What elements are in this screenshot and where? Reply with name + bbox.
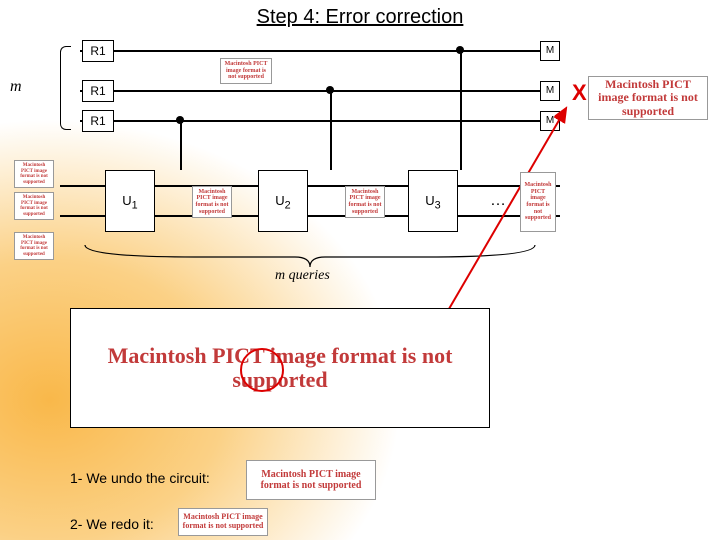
m-label: m: [10, 78, 22, 96]
u-label-1: U1: [122, 193, 137, 208]
r1-label-1: R1: [90, 84, 105, 98]
r1-box-2: R1: [82, 110, 114, 132]
wire-0: [80, 50, 550, 52]
u-label-2: U2: [275, 193, 290, 208]
pict-leftcol-1: Macintosh PICT image format is not suppo…: [14, 160, 54, 188]
pict-between-23: Macintosh PICT image format is not suppo…: [345, 186, 385, 218]
m-label-1: M: [546, 85, 554, 96]
r1-label-2: R1: [90, 114, 105, 128]
u-box-1: U1: [105, 170, 155, 232]
page-title: Step 4: Error correction: [0, 0, 720, 29]
pict-top-small: Macintosh PICT image format is not suppo…: [220, 58, 272, 84]
m-brace: [60, 46, 71, 130]
control-line-1: [180, 120, 182, 170]
pict-leftcol-2: Macintosh PICT image format is not suppo…: [14, 192, 54, 220]
pict-beside-step2: Macintosh PICT image format is not suppo…: [178, 508, 268, 536]
m-box-0: M: [540, 41, 560, 61]
wire-1: [80, 90, 550, 92]
queries-label: m queries: [275, 268, 330, 284]
control-dot-2: [326, 86, 334, 94]
control-dot-3: [456, 46, 464, 54]
step-2-text: 2- We redo it:: [70, 516, 154, 532]
pict-beside-step1: Macintosh PICT image format is not suppo…: [246, 460, 376, 500]
pict-right-big: Macintosh PICT image format is not suppo…: [588, 76, 708, 120]
m-label-0: M: [546, 45, 554, 56]
pict-after-u3: Macintosh PICT image format is not suppo…: [520, 172, 556, 232]
control-dot-1: [176, 116, 184, 124]
pict-between-12: Macintosh PICT image format is not suppo…: [192, 186, 232, 218]
u-box-2: U2: [258, 170, 308, 232]
red-circle-icon: [240, 348, 284, 392]
pict-leftcol-3: Macintosh PICT image format is not suppo…: [14, 232, 54, 260]
r1-label-0: R1: [90, 44, 105, 58]
control-line-2: [330, 90, 332, 170]
r1-box-0: R1: [82, 40, 114, 62]
m-box-1: M: [540, 81, 560, 101]
step-1-text: 1- We undo the circuit:: [70, 470, 210, 486]
r1-box-1: R1: [82, 80, 114, 102]
diagram-root: Step 4: Error correction m R1 M R1 M R1 …: [0, 0, 720, 29]
